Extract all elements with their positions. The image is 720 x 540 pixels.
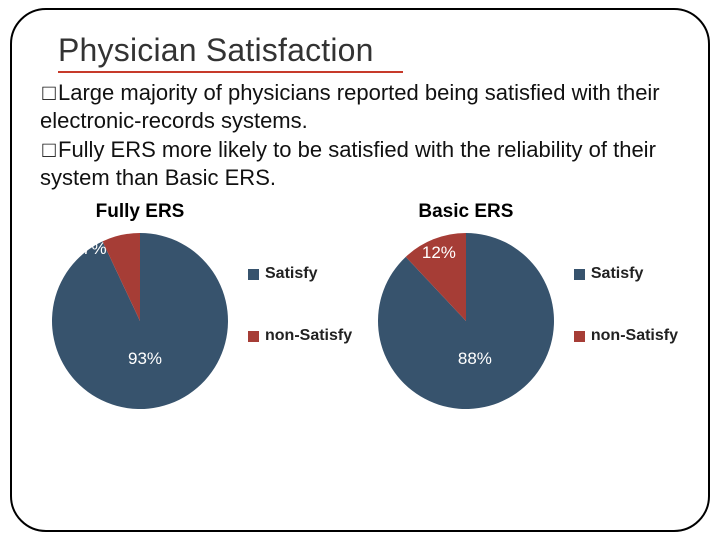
- legend-label: non-Satisfy: [265, 327, 352, 345]
- pie-slice-label-satisfy: 88%: [458, 349, 492, 369]
- chart-fully-ers: Fully ERS 7% 93% Satisfy non-Satisfy: [50, 201, 352, 409]
- legend-label: Satisfy: [265, 265, 317, 283]
- chart-basic-ers: Basic ERS 12% 88% Satisfy non-Satisfy: [376, 201, 678, 409]
- pie-slice-label-nonsatisfy: 7%: [82, 239, 107, 259]
- legend-label: non-Satisfy: [591, 327, 678, 345]
- pie-chart: 12% 88%: [376, 229, 556, 409]
- pie-chart: 7% 93%: [50, 229, 230, 409]
- charts-row: Fully ERS 7% 93% Satisfy non-Satisfy: [40, 201, 680, 409]
- chart-legend: Satisfy non-Satisfy: [574, 265, 678, 345]
- chart-column: Fully ERS 7% 93%: [50, 201, 230, 409]
- bullet-text: Large majority of physicians reported be…: [40, 80, 660, 133]
- slide-frame: Physician Satisfaction □Large majority o…: [10, 8, 710, 532]
- chart-title: Basic ERS: [418, 201, 513, 223]
- legend-swatch-icon: [248, 331, 259, 342]
- bullet-list: □Large majority of physicians reported b…: [40, 79, 680, 191]
- legend-item-nonsatisfy: non-Satisfy: [248, 327, 352, 345]
- chart-title: Fully ERS: [96, 201, 185, 223]
- page-title: Physician Satisfaction: [58, 32, 680, 69]
- legend-swatch-icon: [574, 269, 585, 280]
- chart-legend: Satisfy non-Satisfy: [248, 265, 352, 345]
- legend-label: Satisfy: [591, 265, 643, 283]
- legend-swatch-icon: [248, 269, 259, 280]
- legend-item-satisfy: Satisfy: [574, 265, 678, 283]
- pie-slice-label-nonsatisfy: 12%: [422, 243, 456, 263]
- pie-svg: [50, 229, 230, 409]
- title-underline: [58, 71, 403, 73]
- chart-column: Basic ERS 12% 88%: [376, 201, 556, 409]
- bullet-item: □Large majority of physicians reported b…: [40, 79, 680, 134]
- pie-svg: [376, 229, 556, 409]
- bullet-marker-icon: □: [40, 79, 58, 107]
- legend-swatch-icon: [574, 331, 585, 342]
- bullet-text: Fully ERS more likely to be satisfied wi…: [40, 137, 656, 190]
- legend-item-nonsatisfy: non-Satisfy: [574, 327, 678, 345]
- bullet-marker-icon: □: [40, 136, 58, 164]
- pie-slice-label-satisfy: 93%: [128, 349, 162, 369]
- legend-item-satisfy: Satisfy: [248, 265, 352, 283]
- bullet-item: □Fully ERS more likely to be satisfied w…: [40, 136, 680, 191]
